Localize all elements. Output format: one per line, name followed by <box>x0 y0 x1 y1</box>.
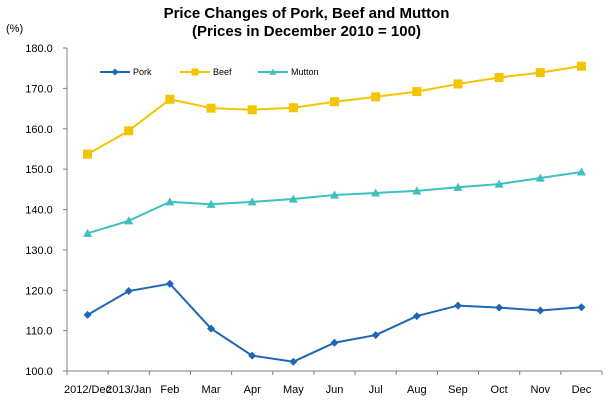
series-line-mutton <box>87 170 582 235</box>
data-point-beef <box>535 68 545 78</box>
data-point-mutton <box>288 194 298 203</box>
chart-title: Price Changes of Pork, Beef and Mutton <box>163 5 450 22</box>
x-tick-label: Nov <box>530 384 550 396</box>
x-tick-label: Aug <box>407 384 427 396</box>
y-tick-label: 180.0 <box>25 43 53 55</box>
x-tick-label: Dec <box>572 384 592 396</box>
data-point-beef <box>412 87 422 97</box>
data-point-pork <box>330 338 339 347</box>
x-tick-label: Jul <box>369 384 383 396</box>
data-point-mutton <box>83 228 93 237</box>
series-line-beef <box>87 65 582 156</box>
data-point-mutton <box>165 197 175 206</box>
y-tick-label: 100.0 <box>25 366 53 378</box>
y-tick-label: 120.0 <box>25 285 53 297</box>
y-tick-label: 140.0 <box>25 205 53 217</box>
data-point-pork <box>453 301 462 310</box>
y-tick-label: 160.0 <box>25 124 53 136</box>
data-point-beef <box>576 61 586 71</box>
data-point-beef <box>453 79 463 89</box>
data-point-mutton <box>206 199 216 208</box>
data-point-mutton <box>330 190 339 199</box>
data-point-mutton <box>494 179 504 188</box>
y-tick-label: 110.0 <box>26 326 53 338</box>
data-point-pork <box>577 303 586 312</box>
x-tick-label: Feb <box>160 384 179 396</box>
x-tick-label: Jun <box>326 384 344 396</box>
x-tick-label: May <box>283 384 304 396</box>
data-point-beef <box>124 126 134 136</box>
legend-label-mutton: Mutton <box>291 67 319 77</box>
data-point-pork <box>83 310 92 319</box>
data-point-pork <box>165 279 174 288</box>
y-tick-label: 150.0 <box>25 164 53 176</box>
x-tick-label: 2013/Jan <box>106 384 151 396</box>
legend-label-beef: Beef <box>213 67 232 77</box>
data-point-pork <box>124 287 133 296</box>
y-axis-unit-label: (%) <box>6 23 24 35</box>
data-point-pork <box>536 306 545 315</box>
data-point-pork <box>495 303 504 312</box>
legend-label-pork: Pork <box>133 67 152 77</box>
data-point-mutton <box>576 167 586 176</box>
data-point-mutton <box>124 216 134 225</box>
data-point-pork <box>412 312 421 321</box>
data-point-mutton <box>453 182 463 191</box>
data-point-beef <box>288 103 298 113</box>
legend-marker-pork <box>111 68 119 76</box>
legend-marker-beef <box>191 68 199 76</box>
x-tick-label: 2012/Dec <box>64 384 112 396</box>
x-tick-label: Oct <box>491 384 508 396</box>
x-tick-label: Sep <box>448 384 468 396</box>
data-point-beef <box>165 94 175 104</box>
data-point-pork <box>207 324 216 333</box>
data-point-mutton <box>412 186 422 195</box>
chart-subtitle: (Prices in December 2010 = 100) <box>192 23 421 40</box>
data-point-mutton <box>247 197 257 206</box>
legend-marker-mutton <box>269 68 277 75</box>
data-point-beef <box>330 97 339 107</box>
y-tick-label: 170.0 <box>25 83 53 95</box>
data-point-beef <box>247 105 257 115</box>
data-point-beef <box>494 72 504 82</box>
data-point-mutton <box>535 173 545 182</box>
data-point-beef <box>206 103 216 113</box>
data-point-beef <box>83 149 93 159</box>
x-tick-label: Mar <box>202 384 221 396</box>
data-point-pork <box>371 331 380 340</box>
data-point-mutton <box>371 188 381 197</box>
x-tick-label: Apr <box>244 384 261 396</box>
data-point-pork <box>248 351 257 360</box>
data-point-pork <box>289 357 298 366</box>
series-line-pork <box>87 282 582 363</box>
data-point-beef <box>371 92 381 102</box>
y-tick-label: 130.0 <box>25 245 53 257</box>
